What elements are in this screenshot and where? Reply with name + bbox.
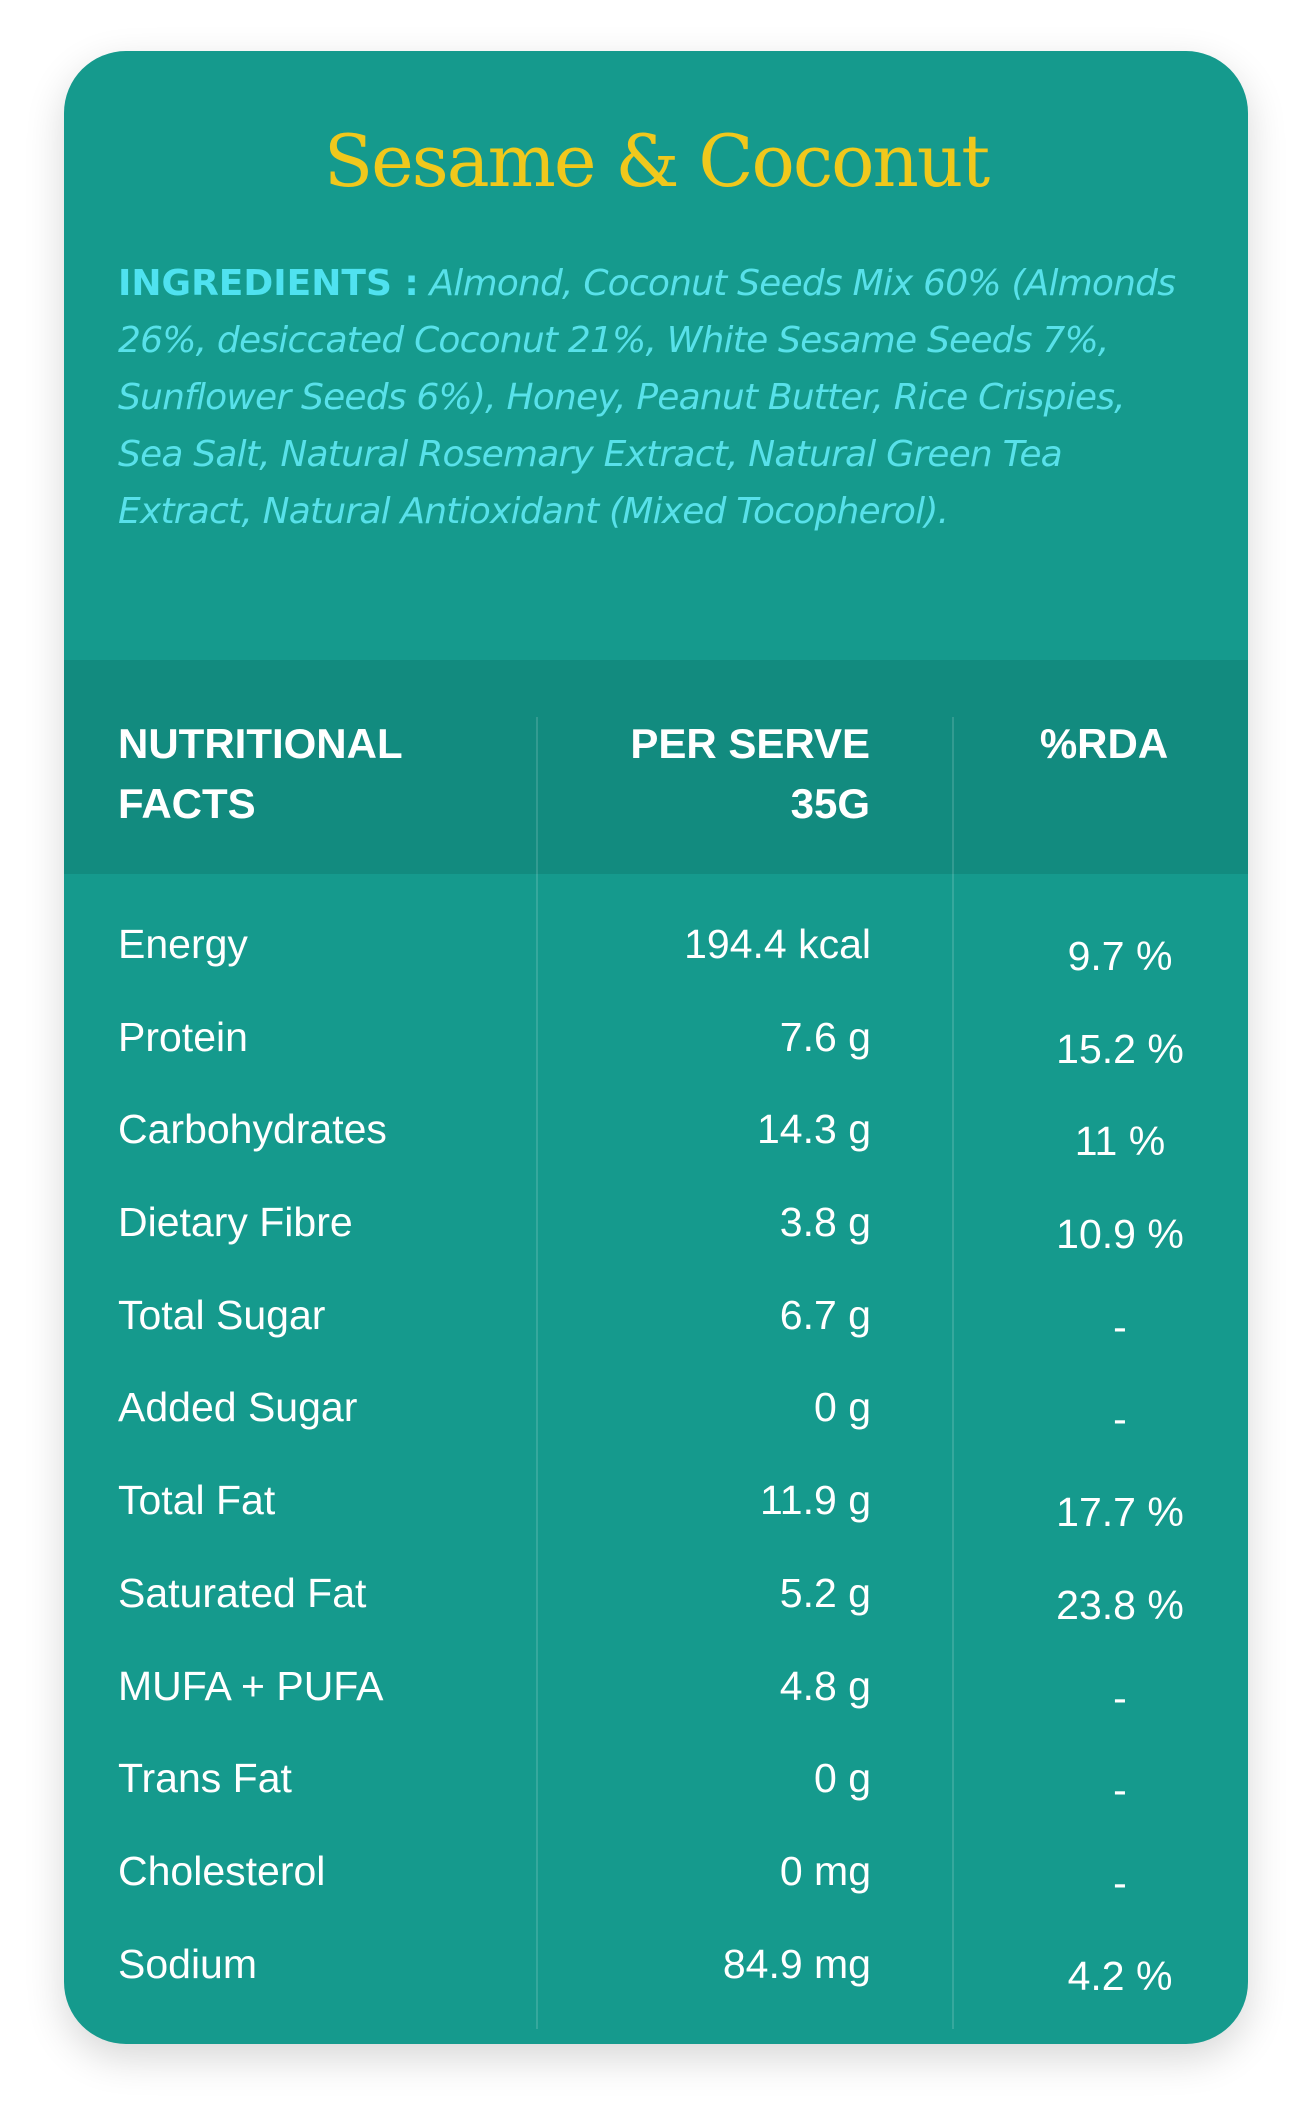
table-row: Sodium 84.9 mg 4.2 %	[64, 1939, 1248, 2032]
ingredients-text: INGREDIENTS : Almond, Coconut Seeds Mix …	[118, 255, 1194, 540]
ingredients-label: INGREDIENTS :	[118, 263, 419, 304]
table-row: MUFA + PUFA 4.8 g -	[64, 1661, 1248, 1754]
table-row: Dietary Fibre 3.8 g 10.9 %	[64, 1197, 1248, 1290]
rda-value: 4.2 %	[1067, 1952, 1173, 1999]
table-row: Protein 7.6 g 15.2 %	[64, 1012, 1248, 1105]
nutrient-name: Cholesterol	[118, 1847, 326, 1894]
per-serve-value: 0 mg	[779, 1847, 871, 1894]
nutrient-name: Energy	[118, 921, 248, 967]
nutrient-name: Dietary Fibre	[118, 1199, 353, 1246]
nutrient-name: Protein	[118, 1013, 248, 1060]
column-divider-2	[952, 717, 954, 2029]
table-header-band	[64, 660, 1248, 874]
rda-value: 15.2 %	[1056, 1025, 1184, 1072]
column-divider-1	[536, 717, 538, 2029]
per-serve-value: 194.4 kcal	[684, 921, 871, 967]
rda-value: 17.7 %	[1056, 1489, 1184, 1536]
table-row: Total Sugar 6.7 g -	[64, 1290, 1248, 1383]
table-row: Added Sugar 0 g -	[64, 1382, 1248, 1475]
table-row: Total Fat 11.9 g 17.7 %	[64, 1475, 1248, 1568]
rda-value: -	[1113, 1767, 1127, 1814]
per-serve-value: 0 g	[814, 1384, 871, 1431]
per-serve-value: 11.9 g	[760, 1477, 871, 1524]
rda-value: 23.8 %	[1056, 1581, 1184, 1628]
per-serve-value: 14.3 g	[757, 1106, 871, 1153]
header-rda: %RDA	[1039, 720, 1169, 767]
nutrient-name: Sodium	[118, 1940, 258, 1987]
rda-value: 10.9 %	[1056, 1211, 1184, 1258]
rda-value: 9.7 %	[1067, 933, 1173, 979]
nutrient-name: Total Sugar	[118, 1291, 326, 1338]
per-serve-value: 7.6 g	[779, 1013, 871, 1060]
nutrition-card: Sesame & Coconut INGREDIENTS : Almond, C…	[64, 51, 1248, 2044]
table-row: Trans Fat 0 g -	[64, 1753, 1248, 1846]
per-serve-value: 0 g	[814, 1755, 871, 1802]
nutrient-name: MUFA + PUFA	[118, 1662, 384, 1709]
per-serve-value: 6.7 g	[779, 1291, 871, 1338]
table-row: Energy 194.4 kcal 9.7 %	[64, 919, 1248, 1012]
table-row: Carbohydrates 14.3 g 11 %	[64, 1104, 1248, 1197]
header-nutritional-facts: NUTRITIONAL FACTS	[118, 720, 403, 827]
ingredients-list: Almond, Coconut Seeds Mix 60% (Almonds 2…	[118, 263, 1176, 532]
product-title: Sesame & Coconut	[323, 119, 990, 203]
nutrient-name: Saturated Fat	[118, 1569, 367, 1616]
nutrient-name: Trans Fat	[118, 1755, 292, 1802]
nutrient-name: Total Fat	[118, 1477, 276, 1524]
per-serve-value: 3.8 g	[779, 1199, 871, 1246]
rda-value: -	[1113, 1859, 1127, 1906]
rda-value: -	[1113, 1396, 1127, 1443]
nutrient-name: Carbohydrates	[118, 1106, 387, 1153]
table-row: Cholesterol 0 mg -	[64, 1846, 1248, 1939]
header-per-serve: PER SERVE 35G	[630, 720, 870, 827]
per-serve-value: 84.9 mg	[722, 1940, 871, 1987]
table-row: Saturated Fat 5.2 g 23.8 %	[64, 1568, 1248, 1661]
rda-value: -	[1113, 1674, 1127, 1721]
rda-value: -	[1113, 1303, 1127, 1350]
nutrition-rows: Energy 194.4 kcal 9.7 % Protein 7.6 g 15.2 % C…	[64, 919, 1248, 2031]
per-serve-value: 4.8 g	[779, 1662, 871, 1709]
rda-value: 11 %	[1074, 1118, 1166, 1165]
per-serve-value: 5.2 g	[779, 1569, 871, 1616]
nutrient-name: Added Sugar	[118, 1384, 358, 1431]
